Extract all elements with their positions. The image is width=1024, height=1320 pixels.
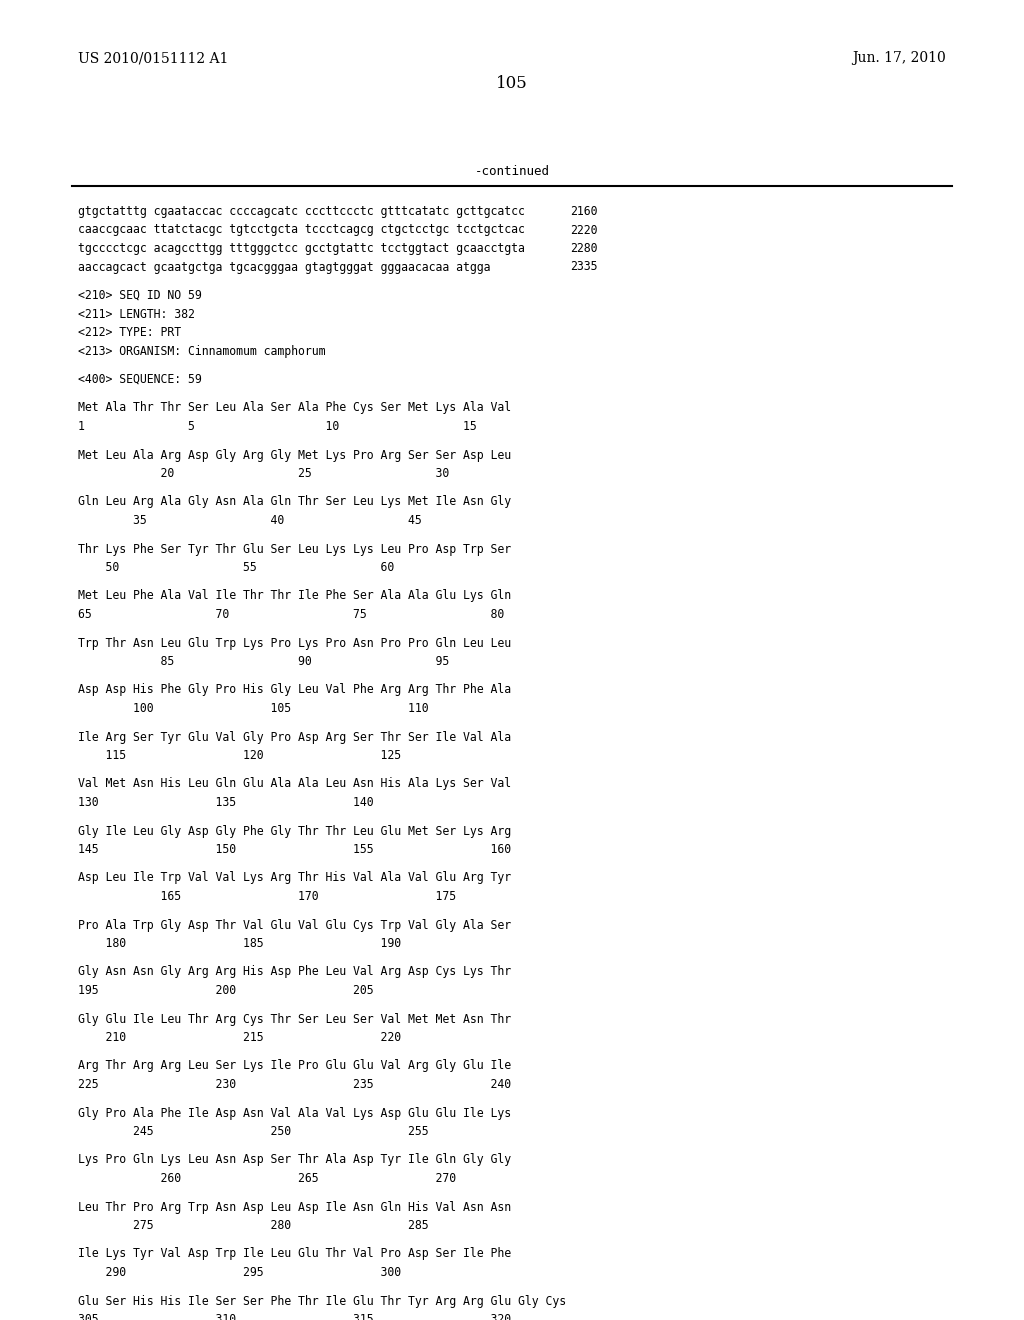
Text: <210> SEQ ID NO 59: <210> SEQ ID NO 59 <box>78 289 202 302</box>
Text: 35                  40                  45: 35 40 45 <box>78 513 422 527</box>
Text: 1               5                   10                  15: 1 5 10 15 <box>78 420 477 433</box>
Text: Asp Asp His Phe Gly Pro His Gly Leu Val Phe Arg Arg Thr Phe Ala: Asp Asp His Phe Gly Pro His Gly Leu Val … <box>78 684 511 697</box>
Text: 2160: 2160 <box>570 205 597 218</box>
Text: Arg Thr Arg Arg Leu Ser Lys Ile Pro Glu Glu Val Arg Gly Glu Ile: Arg Thr Arg Arg Leu Ser Lys Ile Pro Glu … <box>78 1060 511 1072</box>
Text: Val Met Asn His Leu Gln Glu Ala Ala Leu Asn His Ala Lys Ser Val: Val Met Asn His Leu Gln Glu Ala Ala Leu … <box>78 777 511 791</box>
Text: Met Ala Thr Thr Ser Leu Ala Ser Ala Phe Cys Ser Met Lys Ala Val: Met Ala Thr Thr Ser Leu Ala Ser Ala Phe … <box>78 401 511 414</box>
Text: 195                 200                 205: 195 200 205 <box>78 983 374 997</box>
Text: gtgctatttg cgaataccac ccccagcatc cccttccctc gtttcatatc gcttgcatcc: gtgctatttg cgaataccac ccccagcatc cccttcc… <box>78 205 525 218</box>
Text: 100                 105                 110: 100 105 110 <box>78 702 429 715</box>
Text: 180                 185                 190: 180 185 190 <box>78 937 401 950</box>
Text: 50                  55                  60: 50 55 60 <box>78 561 394 574</box>
Text: US 2010/0151112 A1: US 2010/0151112 A1 <box>78 51 228 65</box>
Text: <211> LENGTH: 382: <211> LENGTH: 382 <box>78 308 195 321</box>
Text: 85                  90                  95: 85 90 95 <box>78 655 450 668</box>
Text: caaccgcaac ttatctacgc tgtcctgcta tccctcagcg ctgctcctgc tcctgctcac: caaccgcaac ttatctacgc tgtcctgcta tccctca… <box>78 223 525 236</box>
Text: Trp Thr Asn Leu Glu Trp Lys Pro Lys Pro Asn Pro Pro Gln Leu Leu: Trp Thr Asn Leu Glu Trp Lys Pro Lys Pro … <box>78 636 511 649</box>
Text: 145                 150                 155                 160: 145 150 155 160 <box>78 843 511 855</box>
Text: Glu Ser His His Ile Ser Ser Phe Thr Ile Glu Thr Tyr Arg Arg Glu Gly Cys: Glu Ser His His Ile Ser Ser Phe Thr Ile … <box>78 1295 566 1308</box>
Text: <400> SEQUENCE: 59: <400> SEQUENCE: 59 <box>78 374 202 385</box>
Text: Ile Arg Ser Tyr Glu Val Gly Pro Asp Arg Ser Thr Ser Ile Val Ala: Ile Arg Ser Tyr Glu Val Gly Pro Asp Arg … <box>78 730 511 743</box>
Text: 2280: 2280 <box>570 242 597 255</box>
Text: 2335: 2335 <box>570 260 597 273</box>
Text: Gly Glu Ile Leu Thr Arg Cys Thr Ser Leu Ser Val Met Met Asn Thr: Gly Glu Ile Leu Thr Arg Cys Thr Ser Leu … <box>78 1012 511 1026</box>
Text: 165                 170                 175: 165 170 175 <box>78 890 456 903</box>
Text: Thr Lys Phe Ser Tyr Thr Glu Ser Leu Lys Lys Leu Pro Asp Trp Ser: Thr Lys Phe Ser Tyr Thr Glu Ser Leu Lys … <box>78 543 511 556</box>
Text: Leu Thr Pro Arg Trp Asn Asp Leu Asp Ile Asn Gln His Val Asn Asn: Leu Thr Pro Arg Trp Asn Asp Leu Asp Ile … <box>78 1200 511 1213</box>
Text: 290                 295                 300: 290 295 300 <box>78 1266 401 1279</box>
Text: aaccagcact gcaatgctga tgcacgggaa gtagtgggat gggaacacaa atgga: aaccagcact gcaatgctga tgcacgggaa gtagtgg… <box>78 260 490 273</box>
Text: Ile Lys Tyr Val Asp Trp Ile Leu Glu Thr Val Pro Asp Ser Ile Phe: Ile Lys Tyr Val Asp Trp Ile Leu Glu Thr … <box>78 1247 511 1261</box>
Text: Met Leu Ala Arg Asp Gly Arg Gly Met Lys Pro Arg Ser Ser Asp Leu: Met Leu Ala Arg Asp Gly Arg Gly Met Lys … <box>78 449 511 462</box>
Text: 2220: 2220 <box>570 223 597 236</box>
Text: 20                  25                  30: 20 25 30 <box>78 467 450 480</box>
Text: <213> ORGANISM: Cinnamomum camphorum: <213> ORGANISM: Cinnamomum camphorum <box>78 345 326 358</box>
Text: Jun. 17, 2010: Jun. 17, 2010 <box>852 51 946 65</box>
Text: 245                 250                 255: 245 250 255 <box>78 1125 429 1138</box>
Text: 275                 280                 285: 275 280 285 <box>78 1218 429 1232</box>
Text: 260                 265                 270: 260 265 270 <box>78 1172 456 1185</box>
Text: 65                  70                  75                  80: 65 70 75 80 <box>78 609 504 620</box>
Text: 225                 230                 235                 240: 225 230 235 240 <box>78 1078 511 1092</box>
Text: 305                 310                 315                 320: 305 310 315 320 <box>78 1313 511 1320</box>
Text: 115                 120                 125: 115 120 125 <box>78 748 401 762</box>
Text: Asp Leu Ile Trp Val Val Lys Arg Thr His Val Ala Val Glu Arg Tyr: Asp Leu Ile Trp Val Val Lys Arg Thr His … <box>78 871 511 884</box>
Text: 210                 215                 220: 210 215 220 <box>78 1031 401 1044</box>
Text: 130                 135                 140: 130 135 140 <box>78 796 374 809</box>
Text: Met Leu Phe Ala Val Ile Thr Thr Ile Phe Ser Ala Ala Glu Lys Gln: Met Leu Phe Ala Val Ile Thr Thr Ile Phe … <box>78 590 511 602</box>
Text: Pro Ala Trp Gly Asp Thr Val Glu Val Glu Cys Trp Val Gly Ala Ser: Pro Ala Trp Gly Asp Thr Val Glu Val Glu … <box>78 919 511 932</box>
Text: <212> TYPE: PRT: <212> TYPE: PRT <box>78 326 181 339</box>
Text: Gly Ile Leu Gly Asp Gly Phe Gly Thr Thr Leu Glu Met Ser Lys Arg: Gly Ile Leu Gly Asp Gly Phe Gly Thr Thr … <box>78 825 511 837</box>
Text: Gly Asn Asn Gly Arg Arg His Asp Phe Leu Val Arg Asp Cys Lys Thr: Gly Asn Asn Gly Arg Arg His Asp Phe Leu … <box>78 965 511 978</box>
Text: Lys Pro Gln Lys Leu Asn Asp Ser Thr Ala Asp Tyr Ile Gln Gly Gly: Lys Pro Gln Lys Leu Asn Asp Ser Thr Ala … <box>78 1154 511 1167</box>
Text: Gly Pro Ala Phe Ile Asp Asn Val Ala Val Lys Asp Glu Glu Ile Lys: Gly Pro Ala Phe Ile Asp Asn Val Ala Val … <box>78 1106 511 1119</box>
Text: -continued: -continued <box>474 165 550 178</box>
Text: Gln Leu Arg Ala Gly Asn Ala Gln Thr Ser Leu Lys Met Ile Asn Gly: Gln Leu Arg Ala Gly Asn Ala Gln Thr Ser … <box>78 495 511 508</box>
Text: tgcccctcgc acagccttgg tttgggctcc gcctgtattc tcctggtact gcaacctgta: tgcccctcgc acagccttgg tttgggctcc gcctgta… <box>78 242 525 255</box>
Text: 105: 105 <box>496 75 528 92</box>
